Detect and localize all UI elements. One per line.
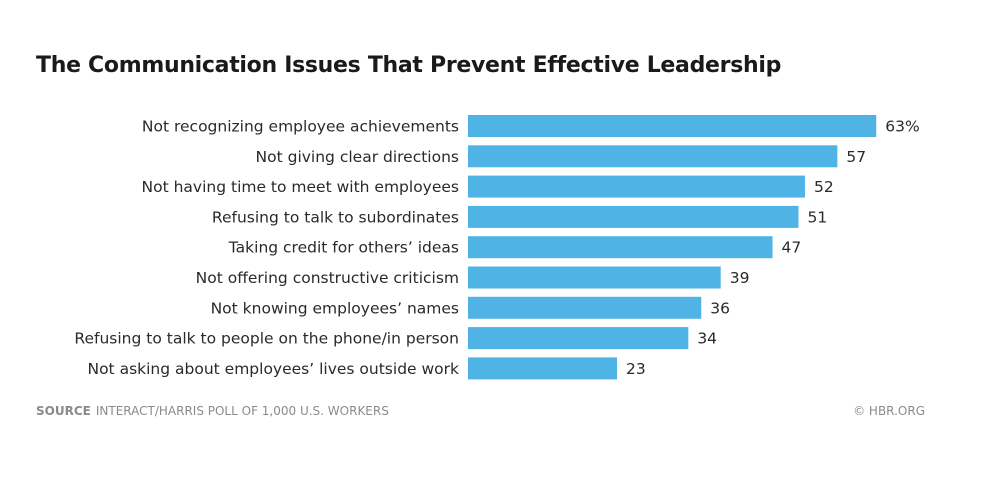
category-label-7: Not knowing employees’ names [211,299,459,317]
source-note: SOURCE INTERACT/HARRIS POLL OF 1,000 U.S.… [36,404,389,418]
bar-7 [468,296,702,319]
bar-8 [468,327,689,350]
bar-4 [468,205,799,228]
bar-2 [468,145,838,168]
bar-1 [468,115,877,137]
category-label-5: Taking credit for others’ ideas [228,239,459,257]
source-text: INTERACT/HARRIS POLL OF 1,000 U.S. WORKE… [95,404,389,418]
category-label-3: Not having time to meet with employees [142,178,459,196]
value-label-1: 63% [885,118,919,136]
bar-3 [468,175,805,198]
category-label-1: Not recognizing employee achievements [142,118,459,136]
value-label-9: 23 [626,360,646,378]
bar-5 [468,236,773,259]
chart-title: The Communication Issues That Prevent Ef… [36,53,782,78]
category-label-2: Not giving clear directions [256,148,459,166]
category-label-4: Refusing to talk to subordinates [212,208,459,226]
value-label-7: 36 [710,299,730,317]
value-label-4: 51 [807,208,827,226]
value-label-6: 39 [730,269,750,287]
bar-9 [468,357,618,380]
source-label: SOURCE [36,404,91,418]
value-label-3: 52 [814,178,834,196]
value-label-2: 57 [846,148,866,166]
value-label-8: 34 [697,330,717,348]
category-label-6: Not offering constructive criticism [196,269,459,287]
category-label-9: Not asking about employees’ lives outsid… [87,360,459,378]
bar-6 [468,266,721,289]
category-label-8: Refusing to talk to people on the phone/… [74,330,459,348]
value-label-5: 47 [782,239,802,257]
credit-text: © HBR.ORG [853,404,925,418]
